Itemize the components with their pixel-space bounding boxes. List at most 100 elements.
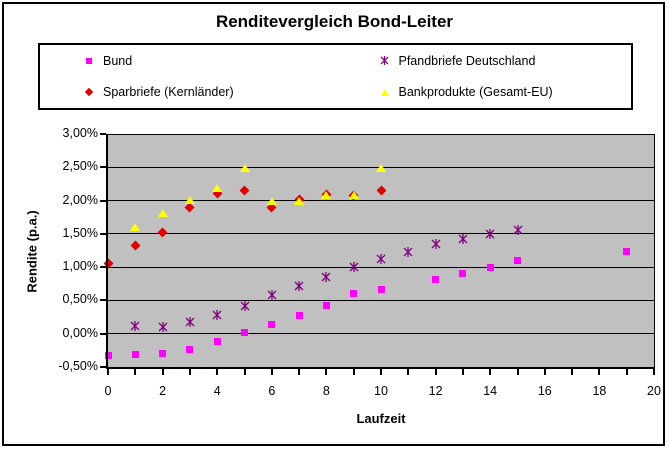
y-tick-label: 1,50% — [62, 225, 98, 240]
bund-data-point — [159, 349, 167, 357]
pfandbriefe-deutschland-data-point — [431, 236, 441, 254]
y-axis-tick — [100, 332, 106, 335]
pfandbriefe-deutschland-data-point — [349, 259, 359, 277]
x-axis-tick — [407, 369, 410, 375]
pfandbriefe-deutschland-data-point — [294, 278, 304, 296]
gridline — [108, 299, 654, 301]
x-tick-label: 20 — [647, 384, 661, 398]
pfandbriefe-deutschland-data-point — [321, 269, 331, 287]
bankprodukte-gesamt-eu-data-point — [266, 197, 277, 206]
bankprodukte-gesamt-eu-data-point — [348, 191, 359, 200]
x-axis-tick — [625, 369, 628, 375]
x-axis-tick — [516, 369, 519, 375]
y-axis-tick — [100, 232, 106, 235]
legend-label-bankprodukte: Bankprodukte (Gesamt-EU) — [398, 85, 553, 100]
diamond-icon — [84, 88, 94, 97]
bankprodukte-gesamt-eu-data-point — [212, 184, 223, 193]
y-tick-label: 2,50% — [62, 159, 98, 174]
bund-data-point — [268, 320, 276, 328]
x-axis-tick — [489, 369, 492, 375]
bund-data-point — [295, 311, 303, 319]
plot-area — [103, 134, 654, 367]
bankprodukte-gesamt-eu-data-point — [184, 196, 195, 205]
square-icon — [86, 57, 92, 64]
pfandbriefe-deutschland-data-point — [513, 222, 523, 240]
x-tick-label: 6 — [268, 384, 276, 398]
x-axis-tick — [161, 369, 164, 375]
legend-label-sparbriefe: Sparbriefe (Kernländer) — [103, 85, 234, 100]
y-tick-label: 0,50% — [62, 292, 98, 307]
gridline — [108, 266, 654, 268]
bund-data-point — [459, 270, 467, 278]
bund-data-point — [213, 337, 221, 345]
gridline — [108, 200, 654, 202]
y-tick-label: 2,00% — [62, 192, 98, 207]
star-icon — [380, 56, 389, 66]
pfandbriefe-deutschland-data-point — [267, 287, 277, 305]
x-axis-tick — [653, 369, 655, 375]
x-tick-label: 8 — [322, 384, 330, 398]
x-tick-label: 2 — [159, 384, 167, 398]
bund-data-point — [623, 248, 631, 256]
x-axis-tick — [380, 369, 382, 375]
gridline — [108, 233, 654, 235]
bund-data-point — [241, 328, 248, 336]
legend-item-pfandbriefe: Pfandbriefe Deutschland — [336, 54, 632, 68]
sparbriefe-kernl-nder-data-point — [239, 185, 250, 196]
gridline — [108, 333, 654, 335]
y-tick-label: 1,00% — [62, 259, 98, 274]
sparbriefe-kernl-nder-data-point — [376, 185, 386, 196]
pfandbriefe-deutschland-data-point — [485, 226, 495, 244]
x-tick-label: 0 — [104, 384, 112, 398]
bankprodukte-gesamt-eu-data-point — [239, 164, 250, 173]
y-axis-tick — [100, 199, 106, 202]
legend-item-bund: Bund — [40, 54, 336, 68]
legend-item-sparbriefe: Sparbriefe (Kernländer) — [40, 85, 336, 99]
bankprodukte-gesamt-eu-data-point — [157, 209, 168, 218]
pfandbriefe-deutschland-data-point — [130, 318, 140, 336]
y-axis-line — [106, 134, 108, 368]
y-tick-label: 3,00% — [62, 126, 98, 140]
x-axis-line — [106, 367, 655, 369]
bund-data-point — [432, 276, 440, 284]
bund-data-point — [514, 256, 521, 264]
x-tick-label: 12 — [428, 384, 443, 398]
bankprodukte-triangle-icon — [380, 87, 390, 97]
y-tick-label: -0,50% — [58, 359, 98, 373]
legend-label-pfandbriefe: Pfandbriefe Deutschland — [398, 53, 536, 68]
triangle-icon — [380, 88, 389, 96]
bund-data-point — [377, 286, 385, 294]
bund-square-icon — [84, 56, 94, 66]
x-axis-tick — [243, 369, 246, 375]
bankprodukte-gesamt-eu-data-point — [130, 222, 141, 231]
x-axis-tick — [352, 369, 355, 375]
x-axis-tick — [461, 369, 464, 375]
sparbriefe-kernl-nder-data-point — [157, 227, 168, 238]
pfandbriefe-deutschland-data-point — [158, 319, 168, 337]
x-axis-tick — [216, 369, 219, 375]
pfandbriefe-star-icon — [380, 56, 390, 66]
legend: Bund Pfandbriefe Deutschland Sparbriefe … — [38, 43, 633, 110]
bund-data-point — [486, 264, 494, 272]
x-tick-label: 16 — [537, 384, 552, 398]
bankprodukte-gesamt-eu-data-point — [294, 197, 305, 206]
sparbriefe-kernl-nder-data-point — [130, 240, 141, 251]
x-tick-label: 18 — [592, 384, 607, 398]
y-axis-tick — [100, 133, 106, 135]
chart-title: Renditevergleich Bond-Leiter — [215, 12, 454, 31]
pfandbriefe-deutschland-data-point — [185, 314, 195, 332]
pfandbriefe-deutschland-data-point — [376, 251, 386, 269]
y-axis-tick — [100, 266, 106, 269]
bund-data-point — [322, 301, 330, 309]
x-tick-label: 10 — [374, 384, 388, 398]
pfandbriefe-deutschland-data-point — [240, 298, 250, 316]
x-tick-label: 4 — [213, 384, 221, 398]
x-axis-tick — [298, 369, 301, 375]
bankprodukte-gesamt-eu-data-point — [321, 190, 332, 199]
x-axis-tick — [188, 369, 191, 375]
bund-data-point — [350, 290, 358, 298]
x-axis-tick — [325, 369, 328, 375]
plot-area-right-border — [654, 134, 655, 367]
x-axis-tick — [434, 369, 437, 375]
